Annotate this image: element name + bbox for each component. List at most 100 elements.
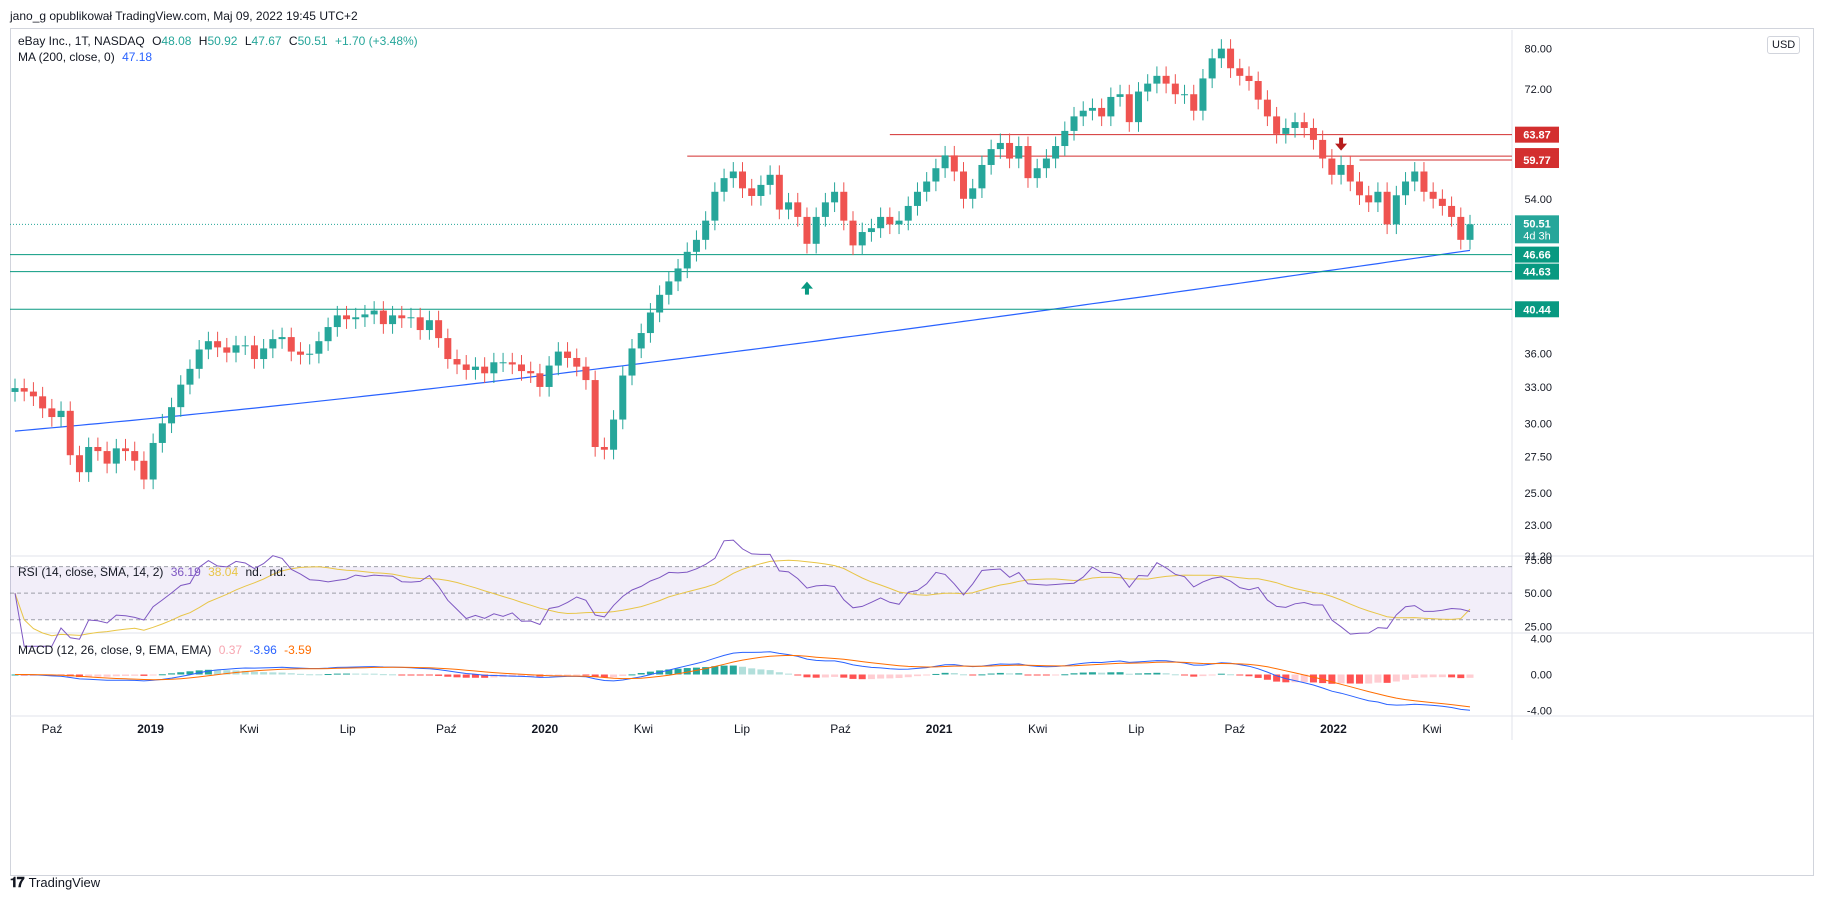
macd-histogram-bar <box>1245 674 1253 677</box>
macd-histogram-bar <box>775 672 783 675</box>
macd-histogram-bar <box>739 666 746 675</box>
legend-open: 48.08 <box>161 34 192 48</box>
candle-body <box>950 155 958 172</box>
legend-macd-label[interactable]: MACD (12, 26, close, 9, EMA, EMA) <box>18 643 212 657</box>
macd-histogram-bar <box>812 674 820 678</box>
macd-histogram-bar <box>766 670 774 675</box>
macd-histogram-bar <box>913 674 921 677</box>
macd-histogram-bar <box>1383 674 1391 683</box>
candle-body <box>978 164 986 189</box>
time-tick-label: Kwi <box>1422 722 1441 736</box>
candle-body <box>1365 195 1373 203</box>
candle-body <box>481 366 489 374</box>
footer-brand[interactable]: 𝟏𝟕 TradingView <box>10 874 100 891</box>
macd-histogram-bar <box>1309 674 1317 683</box>
macd-histogram-bar <box>904 674 912 678</box>
price-tick-label: 80.00 <box>1524 44 1552 56</box>
candle-body <box>1328 158 1336 175</box>
candle-body <box>517 364 525 372</box>
price-label-63.87: 63.87 <box>1523 130 1551 142</box>
macd-histogram-bar <box>987 673 995 675</box>
price-label-46.66: 46.66 <box>1523 250 1551 262</box>
macd-histogram-bar <box>177 672 185 675</box>
macd-histogram-bar <box>757 669 765 675</box>
macd-histogram-bar <box>1015 673 1023 675</box>
candle-body <box>1052 146 1060 159</box>
candle-body <box>803 216 811 244</box>
legend-rsi-label[interactable]: RSI (14, close, SMA, 14, 2) <box>18 565 164 579</box>
candle-body <box>1070 116 1078 131</box>
candle-body <box>379 310 387 325</box>
macd-histogram-bar <box>425 674 433 676</box>
price-label-44.63: 44.63 <box>1523 267 1551 279</box>
candle-body <box>398 315 406 319</box>
candle-body <box>674 268 682 282</box>
candle-body <box>1420 171 1428 192</box>
macd-histogram-bar <box>112 674 120 677</box>
candle-body <box>11 388 19 392</box>
candle-body <box>149 442 157 480</box>
time-tick-label: Lip <box>1128 722 1144 736</box>
candle-body <box>490 362 498 374</box>
candle-body <box>849 220 857 246</box>
time-tick-label: Kwi <box>1028 722 1047 736</box>
candle-body <box>1319 139 1327 159</box>
candle-body <box>564 351 572 358</box>
macd-histogram-bar <box>517 674 525 677</box>
macd-histogram-bar <box>849 674 857 679</box>
macd-histogram-bar <box>1144 673 1152 675</box>
macd-histogram-bar <box>352 673 360 675</box>
macd-histogram-bar <box>1273 674 1281 682</box>
candle-body <box>435 320 443 339</box>
macd-histogram-bar <box>923 674 931 676</box>
legend-ma-value: 47.18 <box>122 50 153 64</box>
price-tick-label: 33.00 <box>1524 382 1552 394</box>
candle-body <box>425 320 433 331</box>
legend-symbol[interactable]: eBay Inc., 1T, NASDAQ <box>18 34 145 48</box>
candle-body <box>140 460 148 480</box>
currency-button[interactable]: USD <box>1767 36 1801 54</box>
candle-body <box>1181 94 1189 96</box>
candle-body <box>1088 107 1096 111</box>
candle-body <box>1116 94 1124 97</box>
candle-body <box>573 357 581 367</box>
candle-body <box>1236 68 1244 76</box>
macd-histogram-bar <box>1411 674 1419 679</box>
candle-body <box>1355 181 1363 196</box>
price-label-40.44: 40.44 <box>1523 304 1551 316</box>
macd-histogram-bar <box>481 674 489 678</box>
candle-body <box>306 353 314 355</box>
macd-histogram-bar <box>131 674 139 676</box>
macd-histogram-bar <box>1402 674 1410 680</box>
macd-histogram-bar <box>204 669 212 675</box>
candle-body <box>1411 171 1419 182</box>
legend-ma-label[interactable]: MA (200, close, 0) <box>18 50 115 64</box>
candle-body <box>1466 224 1474 240</box>
candle-body <box>1153 75 1161 84</box>
price-label-bg-40.44 <box>1515 301 1559 318</box>
macd-histogram-bar <box>683 668 691 675</box>
candle-body <box>1448 205 1456 217</box>
macd-histogram-bar <box>941 672 949 675</box>
candle-body <box>591 380 599 447</box>
candle-body <box>1042 158 1050 169</box>
candle-body <box>610 419 618 450</box>
candle-body <box>1208 58 1216 79</box>
legend-rsi: RSI (14, close, SMA, 14, 2) 36.19 38.04 … <box>18 565 290 579</box>
candle-body <box>232 345 240 353</box>
candle-body <box>1199 78 1207 111</box>
macd-histogram-bar <box>877 674 885 679</box>
legend-macd-value: -3.96 <box>249 643 277 657</box>
candle-body <box>1190 94 1198 111</box>
macd-histogram-bar <box>168 673 176 675</box>
candle-body <box>913 191 921 206</box>
candle-body <box>692 239 700 252</box>
legend-low: 47.67 <box>251 34 282 48</box>
macd-tick-label: -4.00 <box>1527 706 1552 718</box>
macd-histogram-bar <box>1227 674 1235 676</box>
macd-histogram-bar <box>223 670 231 675</box>
macd-histogram-bar <box>453 674 461 678</box>
candle-body <box>204 341 212 350</box>
candle-body <box>407 317 415 319</box>
price-tick-label: 30.00 <box>1524 418 1552 430</box>
